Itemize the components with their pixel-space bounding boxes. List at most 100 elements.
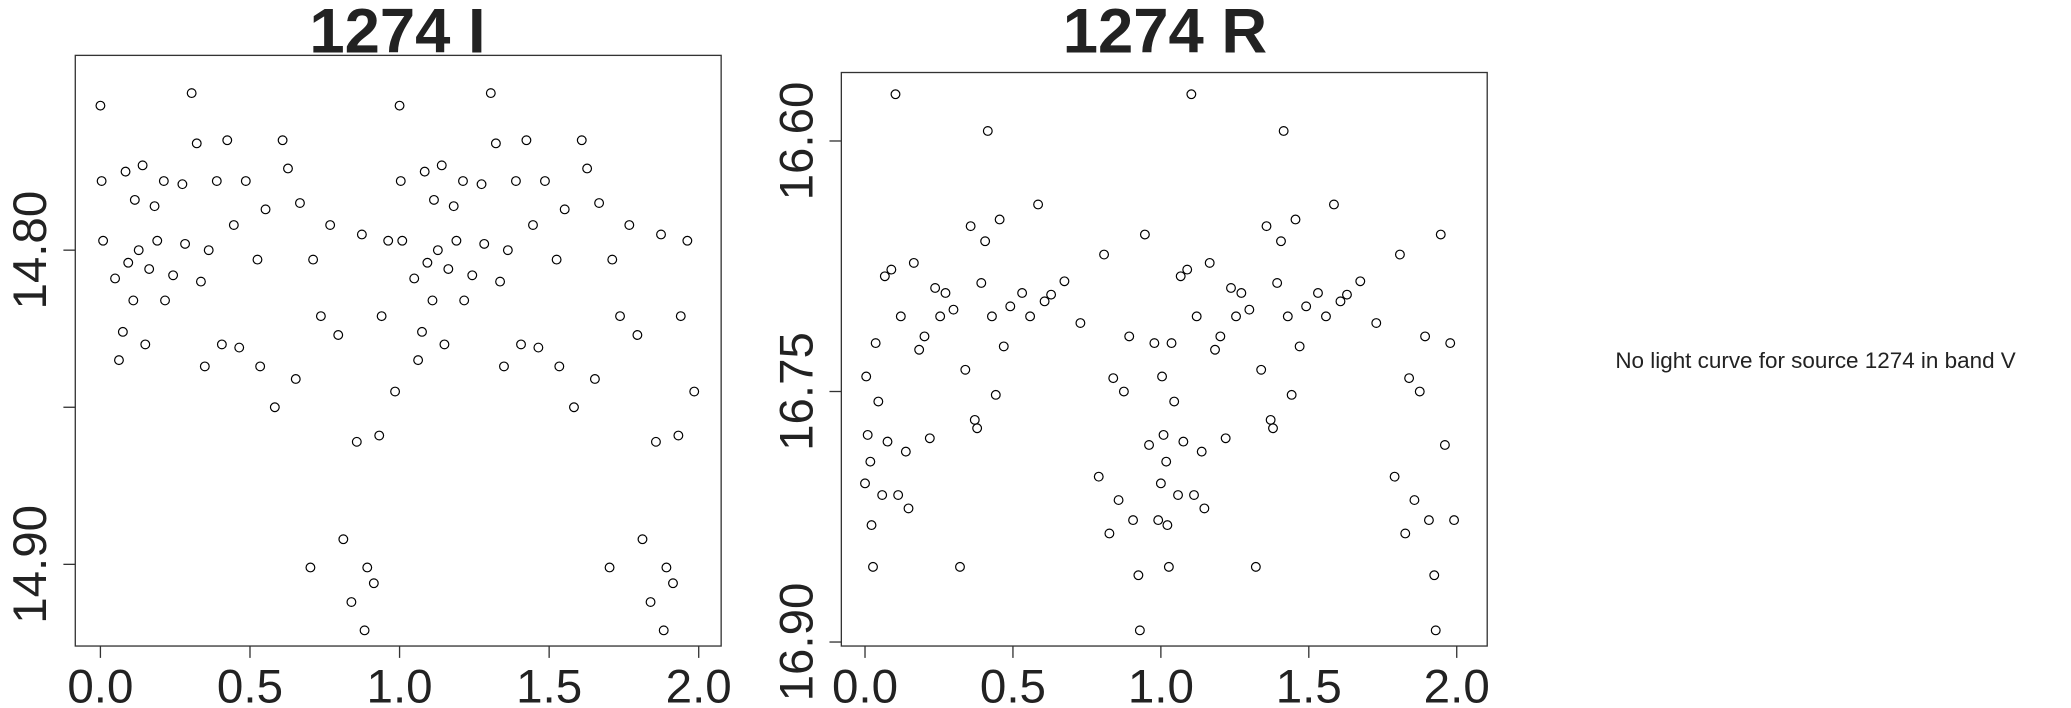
data-point [879, 271, 890, 282]
data-point [1175, 271, 1186, 282]
data-point [351, 436, 362, 447]
data-point [114, 355, 124, 366]
data-point [1133, 570, 1144, 581]
data-point [868, 561, 878, 572]
data-point [390, 386, 401, 397]
data-point [305, 562, 316, 573]
data-point [1445, 338, 1456, 349]
x-tick-label: 1.0 [367, 661, 433, 708]
data-point [924, 433, 935, 444]
data-point [129, 194, 140, 205]
data-point [940, 288, 951, 298]
x-tick-label: 2.0 [1424, 661, 1490, 708]
data-point [1439, 440, 1450, 450]
data-point [1409, 495, 1420, 506]
data-point [1265, 414, 1276, 425]
data-point [860, 478, 870, 489]
data-point [624, 220, 635, 230]
data-point [650, 436, 661, 447]
data-point [1301, 301, 1312, 312]
data-point [1313, 288, 1323, 298]
data-point [972, 423, 983, 434]
data-point [1321, 311, 1331, 322]
data-point [658, 625, 669, 636]
data-point [499, 361, 509, 372]
data-point [935, 311, 946, 322]
data-point [395, 176, 406, 186]
data-point [152, 235, 163, 246]
data-point [559, 204, 570, 215]
data-point [177, 179, 188, 190]
data-point [294, 198, 305, 208]
data-point [1329, 199, 1339, 210]
data-point [1149, 338, 1160, 349]
data-point [422, 257, 433, 268]
data-point [1128, 515, 1139, 526]
data-point [1429, 570, 1440, 581]
data-point [128, 295, 139, 306]
data-point [96, 176, 107, 186]
data-point [308, 254, 319, 265]
data-point [1355, 276, 1366, 287]
data-point [427, 295, 438, 306]
data-point [459, 295, 470, 306]
data-point [604, 562, 615, 573]
data-point [1276, 236, 1286, 247]
data-point [234, 342, 245, 353]
data-point [1215, 331, 1226, 342]
data-point [1189, 490, 1199, 500]
data-point [1182, 264, 1193, 275]
data-point [252, 254, 263, 265]
data-point [149, 201, 160, 212]
data-point [1158, 429, 1169, 440]
data-point [362, 562, 373, 573]
data-point [539, 176, 550, 186]
data-point [994, 214, 1005, 225]
data-point [919, 331, 930, 342]
data-point [637, 534, 648, 545]
data-point [277, 135, 288, 146]
data-point [1113, 495, 1124, 506]
data-point [1394, 249, 1405, 260]
data-point [144, 264, 155, 274]
data-point [199, 361, 210, 372]
data-point [882, 436, 893, 447]
y-tick-label: 16.90 [770, 583, 823, 702]
data-point [140, 339, 151, 350]
data-point [448, 201, 459, 212]
data-point [467, 270, 478, 281]
plot-frame [840, 71, 1488, 647]
data-point [1166, 338, 1177, 349]
data-point [1163, 561, 1174, 572]
data-point [668, 578, 678, 589]
data-point [110, 273, 121, 284]
data-point [1153, 515, 1164, 526]
data-point [1169, 396, 1180, 407]
data-point [409, 273, 420, 284]
data-point [490, 138, 501, 149]
data-point [160, 295, 170, 306]
data-point [1118, 386, 1129, 397]
data-point [1005, 301, 1016, 312]
data-point [890, 89, 901, 100]
chart-title: 1274 R [1063, 0, 1267, 67]
data-point [1244, 304, 1255, 315]
data-point [476, 179, 487, 190]
data-point [429, 194, 439, 205]
data-point [873, 396, 884, 407]
data-point [976, 278, 987, 288]
data-point [1342, 289, 1352, 300]
data-point [1294, 341, 1305, 352]
data-point [439, 339, 450, 350]
data-point [180, 238, 191, 249]
data-point [98, 235, 109, 246]
data-point [903, 503, 914, 514]
data-point [969, 414, 980, 425]
data-point [374, 430, 385, 441]
data-point [1449, 515, 1460, 526]
data-point [1400, 528, 1411, 539]
x-tick-label: 1.0 [1128, 661, 1194, 708]
data-point [1093, 471, 1104, 482]
data-point [895, 311, 906, 322]
data-point [195, 276, 206, 287]
